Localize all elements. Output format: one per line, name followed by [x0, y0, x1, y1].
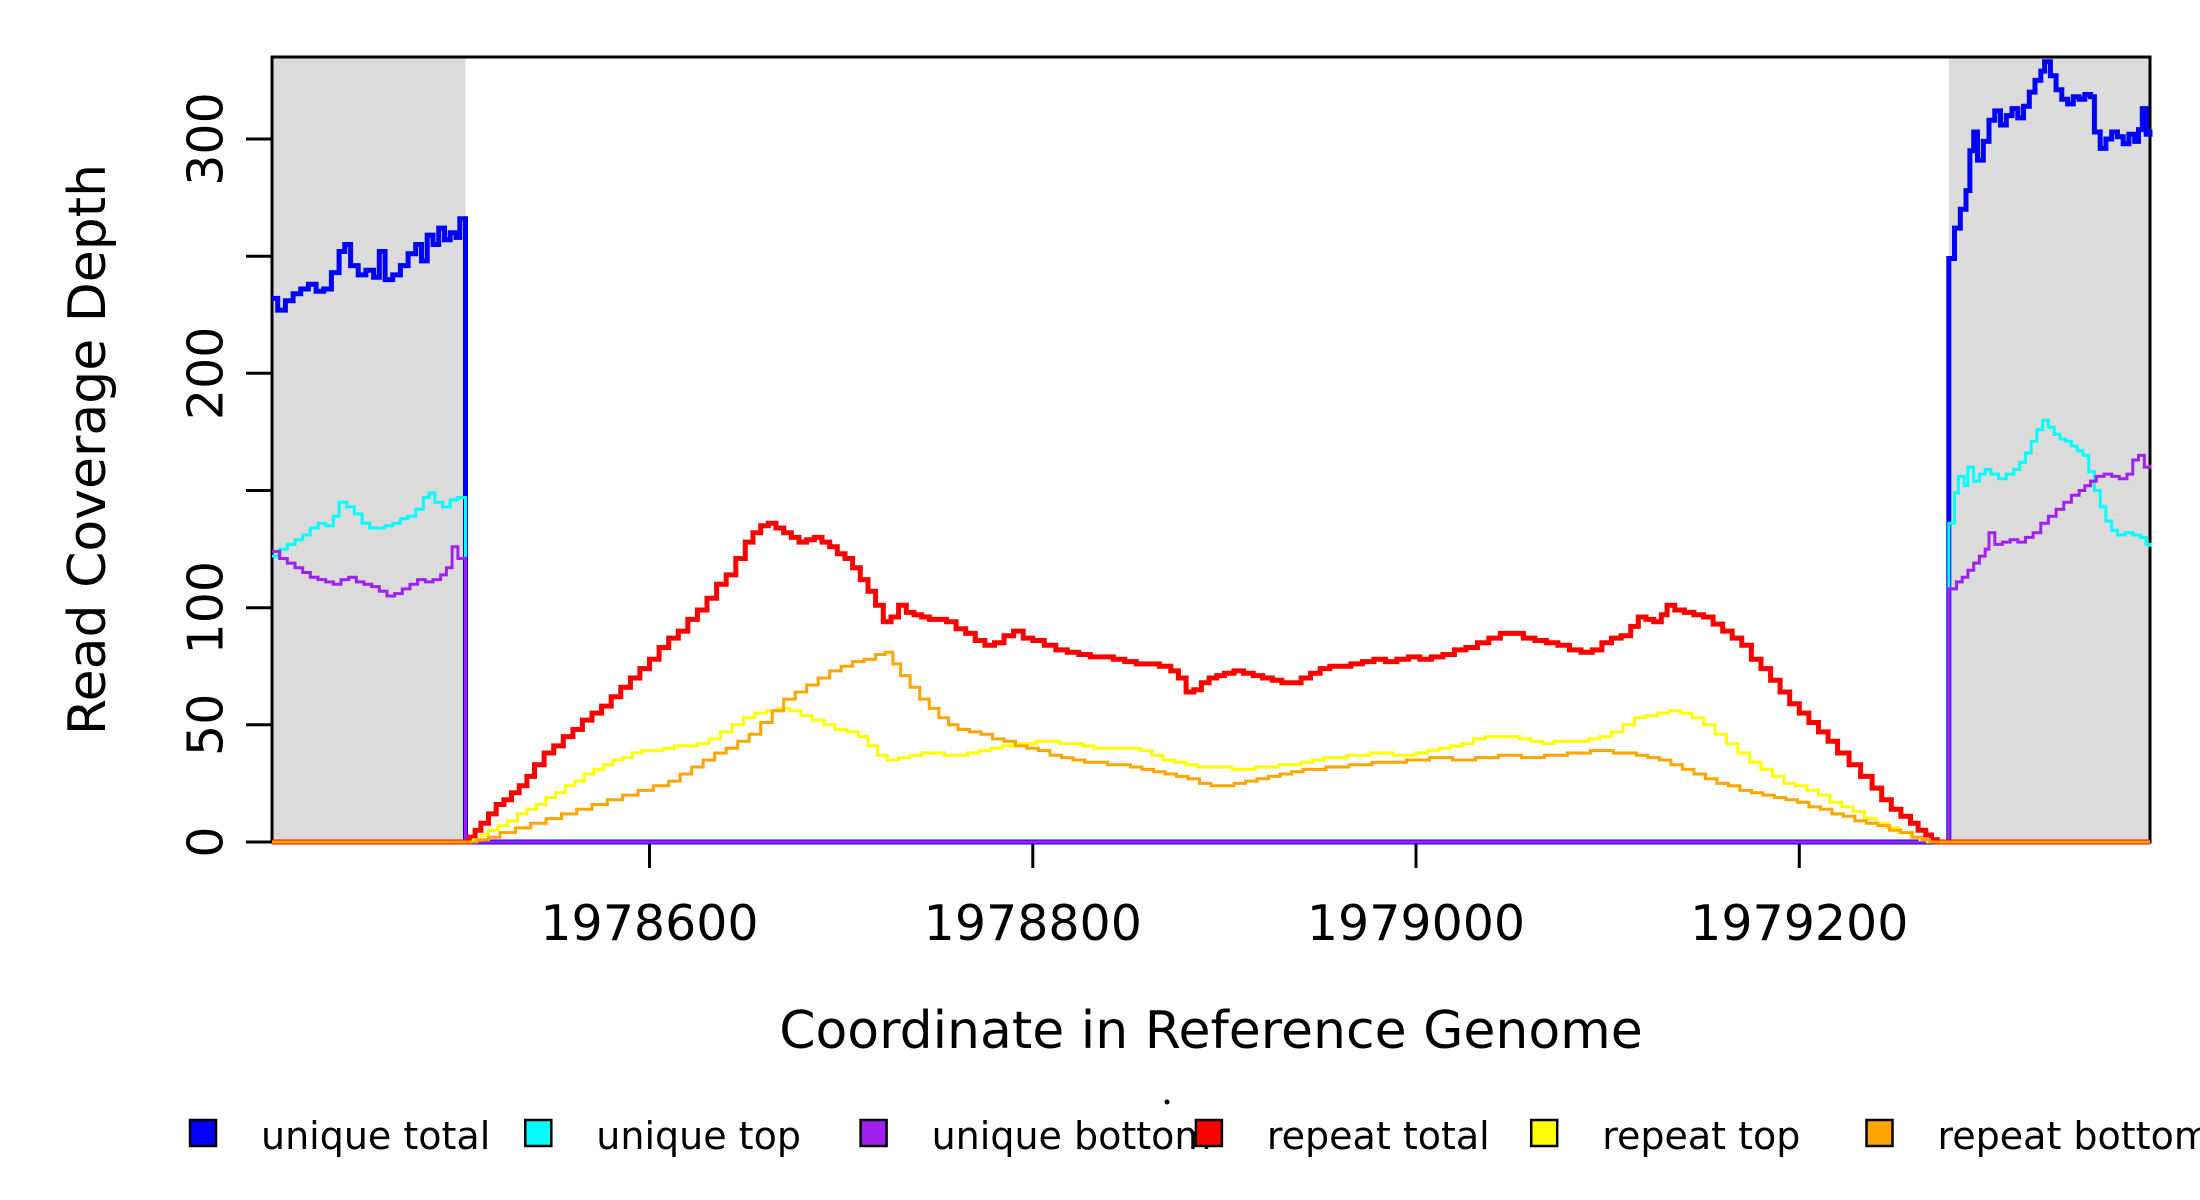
artifact-dot	[1164, 1099, 1170, 1105]
y-tick-label: 300	[178, 92, 235, 186]
shaded-region-left	[272, 57, 466, 842]
y-tick-label: 0	[178, 826, 235, 857]
legend-swatch-repeat-bottom	[1865, 1118, 1894, 1148]
shaded-region-right	[1948, 57, 2150, 842]
y-axis-title: Read Coverage Depth	[58, 164, 118, 735]
series-repeat-top	[272, 706, 2150, 844]
legend-label-unique-bottom: unique bottom	[932, 1114, 1212, 1158]
legend-label-unique-top: unique top	[596, 1114, 801, 1158]
x-tick-label: 1978800	[924, 895, 1142, 952]
legend-label-repeat-total: repeat total	[1267, 1114, 1490, 1158]
series-repeat-total	[272, 520, 2150, 845]
series-unique-total	[272, 59, 2153, 845]
x-axis-title: Coordinate in Reference Genome	[779, 1001, 1643, 1061]
legend-swatch-unique-top	[524, 1118, 553, 1148]
series-repeat-bottom	[272, 650, 2150, 844]
legend-label-unique-total: unique total	[261, 1114, 490, 1158]
x-tick-label: 1978600	[540, 895, 758, 952]
legend-swatch-unique-bottom	[859, 1118, 888, 1148]
series-unique-bottom	[272, 453, 2152, 844]
legend-swatch-repeat-top	[1529, 1118, 1559, 1148]
series-unique-top	[272, 418, 2152, 844]
x-tick-label: 1979200	[1690, 895, 1908, 952]
y-tick-label: 100	[178, 561, 235, 655]
legend-swatch-repeat-total	[1194, 1118, 1224, 1148]
legend-swatch-unique-total	[188, 1118, 218, 1148]
y-tick-label: 50	[178, 694, 235, 756]
x-tick-label: 1979000	[1307, 895, 1525, 952]
legend-label-repeat-top: repeat top	[1602, 1114, 1800, 1158]
y-tick-label: 200	[178, 327, 235, 421]
legend-label-repeat-bottom: repeat bottom	[1938, 1114, 2200, 1158]
